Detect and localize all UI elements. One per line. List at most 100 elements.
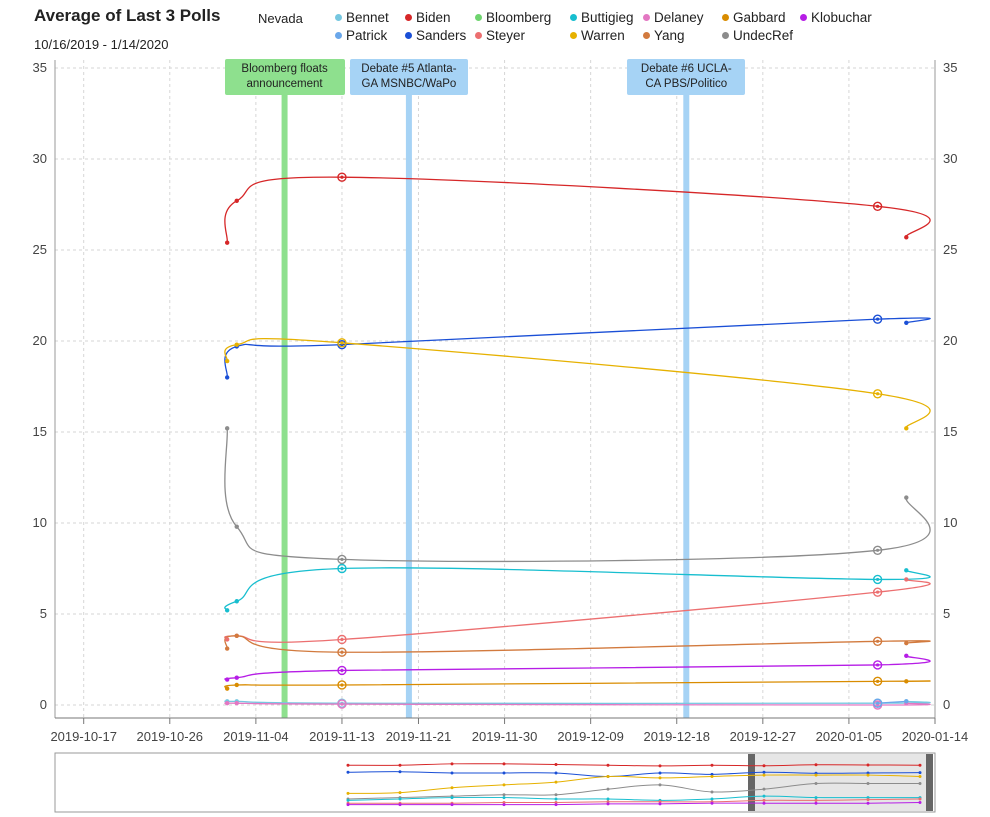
data-point-warren (337, 338, 347, 348)
navigator-point (918, 763, 922, 767)
navigator-point (450, 796, 454, 800)
x-tick-label: 2019-12-27 (730, 729, 797, 744)
navigator-point (346, 763, 350, 767)
data-point-core (340, 668, 344, 673)
navigator-point (814, 798, 818, 802)
annotation-line: Debate #6 UCLA- (640, 63, 732, 75)
annotation-band (405, 85, 412, 718)
data-point-buttigieg (337, 563, 347, 574)
navigator-point (554, 793, 558, 797)
navigator-point (658, 771, 662, 775)
navigator-point (554, 797, 558, 801)
data-point-undecref (224, 426, 230, 431)
navigator[interactable] (54, 752, 936, 813)
legend-swatch (405, 32, 412, 39)
navigator-point (658, 800, 662, 804)
series-line-warren (224, 338, 931, 429)
data-point-core (876, 204, 880, 208)
data-point-steyer (904, 577, 909, 582)
legend-swatch (335, 14, 342, 21)
series-line-undecref (224, 428, 931, 563)
navigator-line-sanders (347, 771, 921, 777)
annotation-label: Debate #5 Atlanta- GA MSNBC/WaPo (349, 59, 468, 95)
series-line-sanders (224, 317, 931, 378)
y-tick-label-right: 20 (943, 333, 957, 348)
navigator-point (866, 771, 870, 775)
data-point-biden (904, 235, 909, 240)
data-point-klobuchar (224, 677, 230, 682)
annotation-band (683, 85, 690, 718)
legend-item-warren[interactable]: Warren (570, 28, 625, 44)
annotation-line: CA PBS/Politico (645, 78, 728, 90)
navigator-point (502, 800, 506, 804)
navigator-point (866, 782, 870, 785)
legend-item-delaney[interactable]: Delaney (643, 10, 704, 26)
y-tick-label-right: 30 (943, 151, 957, 166)
navigator-point (554, 780, 558, 784)
navigator-point (762, 770, 766, 774)
legend-item-klobuchar[interactable]: Klobuchar (800, 10, 872, 26)
navigator-point (762, 773, 766, 777)
legend-item-bennet[interactable]: Bennet (335, 10, 389, 26)
legend-label: Delaney (654, 10, 704, 25)
data-point-klobuchar (337, 665, 347, 676)
legend-item-undecref[interactable]: UndecRef (722, 28, 793, 44)
navigator-point (450, 786, 454, 790)
legend-item-biden[interactable]: Biden (405, 10, 451, 26)
legend-item-sanders[interactable]: Sanders (405, 28, 466, 44)
annotation-line: Debate #5 Atlanta- (361, 63, 457, 75)
navigator-point (658, 783, 662, 787)
navigator-point (346, 791, 350, 795)
navigator-point (762, 787, 766, 791)
y-tick-label-right: 15 (943, 424, 957, 439)
data-point-biden (872, 201, 883, 212)
x-tick-label: 2019-12-18 (643, 729, 710, 744)
series-points (224, 172, 909, 710)
data-point-steyer (872, 587, 883, 597)
legend-item-patrick[interactable]: Patrick (335, 28, 387, 44)
y-tick-label-right: 5 (943, 606, 950, 621)
legend-item-bloomberg[interactable]: Bloomberg (475, 10, 551, 26)
navigator-point (606, 797, 610, 801)
navigator-point (866, 796, 870, 800)
y-tick-label-left: 30 (33, 151, 47, 166)
grid (55, 60, 936, 718)
legend-item-gabbard[interactable]: Gabbard (722, 10, 786, 26)
legend-item-buttigieg[interactable]: Buttigieg (570, 10, 634, 26)
x-tick-label: 2020-01-05 (816, 729, 883, 744)
data-point-yang (224, 646, 230, 651)
navigator-line-buttigieg (347, 795, 920, 801)
navigator-line-steyer (348, 798, 921, 804)
navigator-point (554, 803, 558, 807)
data-point-steyer (337, 634, 347, 645)
navigator-point (918, 797, 922, 801)
data-point-gabbard (904, 679, 909, 684)
legend-swatch (405, 14, 412, 21)
legend-swatch (643, 32, 650, 39)
annotation-label: Bloomberg floats announcement (224, 59, 345, 95)
legend-label: Buttigieg (581, 10, 634, 25)
navigator-handle-right (926, 754, 933, 811)
data-point-yang (234, 633, 239, 639)
data-point-core (876, 317, 880, 321)
navigator-line-undecref (347, 782, 920, 800)
navigator-point (502, 803, 506, 807)
data-point-warren (234, 342, 239, 347)
legend-item-yang[interactable]: Yang (643, 28, 685, 44)
legend-swatch (722, 14, 729, 21)
legend-label: Patrick (346, 28, 388, 43)
series-line-steyer (224, 578, 931, 643)
legend-label: Warren (581, 28, 625, 43)
legend-label: Bennet (346, 10, 389, 25)
data-point-warren (224, 358, 230, 364)
navigator-handle-left (748, 754, 755, 811)
legend-item-steyer[interactable]: Steyer (475, 28, 525, 44)
navigator-point (658, 802, 662, 806)
y-tick-label-right: 10 (943, 515, 957, 530)
y-tick-label-left: 0 (40, 697, 47, 712)
navigator-selection (748, 754, 933, 811)
y-tick-label-right: 35 (943, 60, 957, 75)
x-tick-label: 2019-11-04 (223, 729, 289, 744)
data-point-undecref (337, 554, 347, 565)
navigator-point (554, 763, 558, 767)
